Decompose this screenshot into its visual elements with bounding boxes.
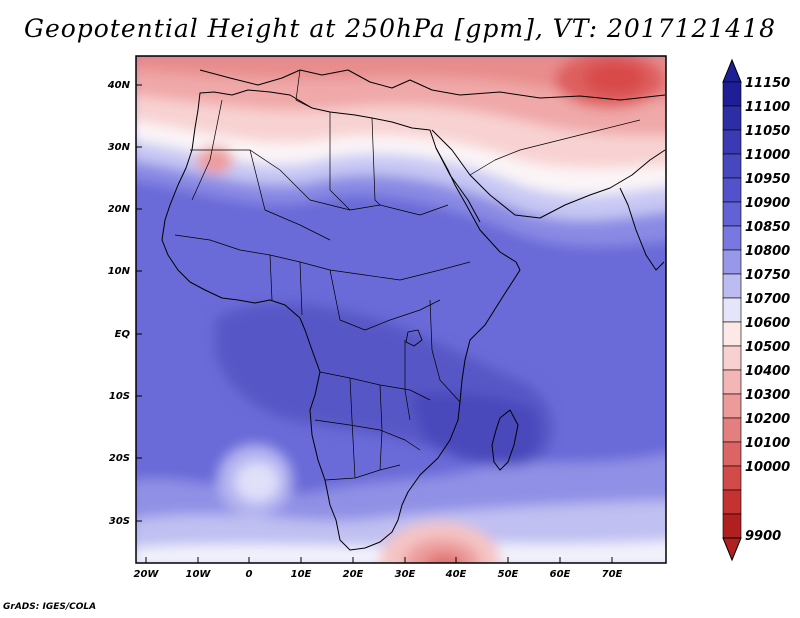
lon-label: 20W <box>134 569 160 580</box>
grads-credit: GrADS: IGES/COLA <box>3 602 97 612</box>
lat-label: 20N <box>108 204 131 215</box>
colorbar-label: 10300 <box>745 388 790 403</box>
africa-coastline <box>161 89 521 551</box>
lat-label: 30S <box>109 516 130 527</box>
north-red-band <box>136 56 666 100</box>
red-sea-coast <box>435 147 481 223</box>
lon-label: 40E <box>445 569 467 580</box>
colorbar-label: 10500 <box>745 340 790 355</box>
lon-label: 0 <box>246 569 253 580</box>
madagascar-coastline <box>491 409 519 471</box>
lon-axis: 20W 10W 0 10E 20E 30E 40E 50E 60E 70E <box>134 557 623 580</box>
lon-label: 70E <box>602 569 623 580</box>
lat-label: 10S <box>109 391 130 402</box>
colorbar-swatch <box>722 369 742 395</box>
map-frame <box>135 55 667 564</box>
colorbar-swatch <box>722 345 742 371</box>
northwest-red-spot <box>197 146 233 174</box>
colorbar-swatch <box>722 201 742 227</box>
colorbar-label: 9900 <box>745 529 781 544</box>
colorbar-swatch <box>722 225 742 251</box>
south-trough-core <box>424 554 464 563</box>
lat-label: 20S <box>109 453 130 464</box>
height-field <box>136 56 666 563</box>
colorbar-swatch <box>722 105 742 131</box>
lat-label: EQ <box>115 329 131 340</box>
colorbar-swatch <box>722 177 742 203</box>
south-trough-mid <box>404 539 480 563</box>
colorbar-label: 10400 <box>745 364 790 379</box>
colorbar-label: 11000 <box>745 148 790 163</box>
lon-label: 50E <box>498 569 519 580</box>
colorbar-label: 10000 <box>745 460 790 475</box>
arabia-coastline <box>431 129 666 219</box>
country-borders <box>174 69 641 481</box>
colorbar-top-arrow <box>722 58 742 83</box>
colorbar-label: 10200 <box>745 412 790 427</box>
colorbar-bottom-arrow <box>722 537 742 562</box>
colorbar-swatch <box>722 513 742 539</box>
colorbar-label: 11050 <box>745 124 790 139</box>
colorbar-swatch <box>722 153 742 179</box>
colorbar-label: 10900 <box>745 196 790 211</box>
colorbar-label: 10950 <box>745 172 790 187</box>
europe-coastline <box>199 69 666 101</box>
colorbar-label: 10750 <box>745 268 790 283</box>
lon-label: 60E <box>550 569 571 580</box>
lat-label: 10N <box>108 266 131 277</box>
colorbar-swatch <box>722 441 742 467</box>
colorbar-swatch <box>722 81 742 107</box>
lat-label: 30N <box>108 142 131 153</box>
colorbar-label: 10800 <box>745 244 790 259</box>
colorbar-swatch <box>722 465 742 491</box>
colorbar-label: 10100 <box>745 436 790 451</box>
colorbar-swatch <box>722 489 742 515</box>
colorbar-swatch <box>722 321 742 347</box>
colorbar-swatch <box>722 417 742 443</box>
colorbar-label: 11150 <box>745 76 790 91</box>
lat-axis: 40N 30N 20N 10N EQ 10S 20S 30S <box>107 80 142 527</box>
colorbar: 11150 11100 11050 11000 10950 10900 10850 10800… <box>722 58 790 562</box>
coastlines <box>161 69 666 551</box>
colorbar-swatch <box>722 273 742 299</box>
south-ridge-core <box>235 462 279 502</box>
colorbar-swatch <box>722 249 742 275</box>
colorbar-label: 10700 <box>745 292 790 307</box>
colorbar-swatch <box>722 393 742 419</box>
lon-label: 10W <box>186 569 212 580</box>
colorbar-label: 10600 <box>745 316 790 331</box>
india-coastline <box>619 187 665 271</box>
colorbar-label: 11100 <box>745 100 790 115</box>
lake-victoria <box>405 329 423 347</box>
colorbar-label: 10850 <box>745 220 790 235</box>
chart-title: Geopotential Height at 250hPa [gpm], VT:… <box>23 14 777 43</box>
lat-label: 40N <box>107 80 131 91</box>
madagascar-deep <box>410 393 540 466</box>
colorbar-swatch <box>722 129 742 155</box>
northeast-low-inner <box>585 62 645 94</box>
lon-label: 20E <box>343 569 364 580</box>
colorbar-swatch <box>722 297 742 323</box>
lon-label: 30E <box>395 569 416 580</box>
lon-label: 10E <box>291 569 312 580</box>
